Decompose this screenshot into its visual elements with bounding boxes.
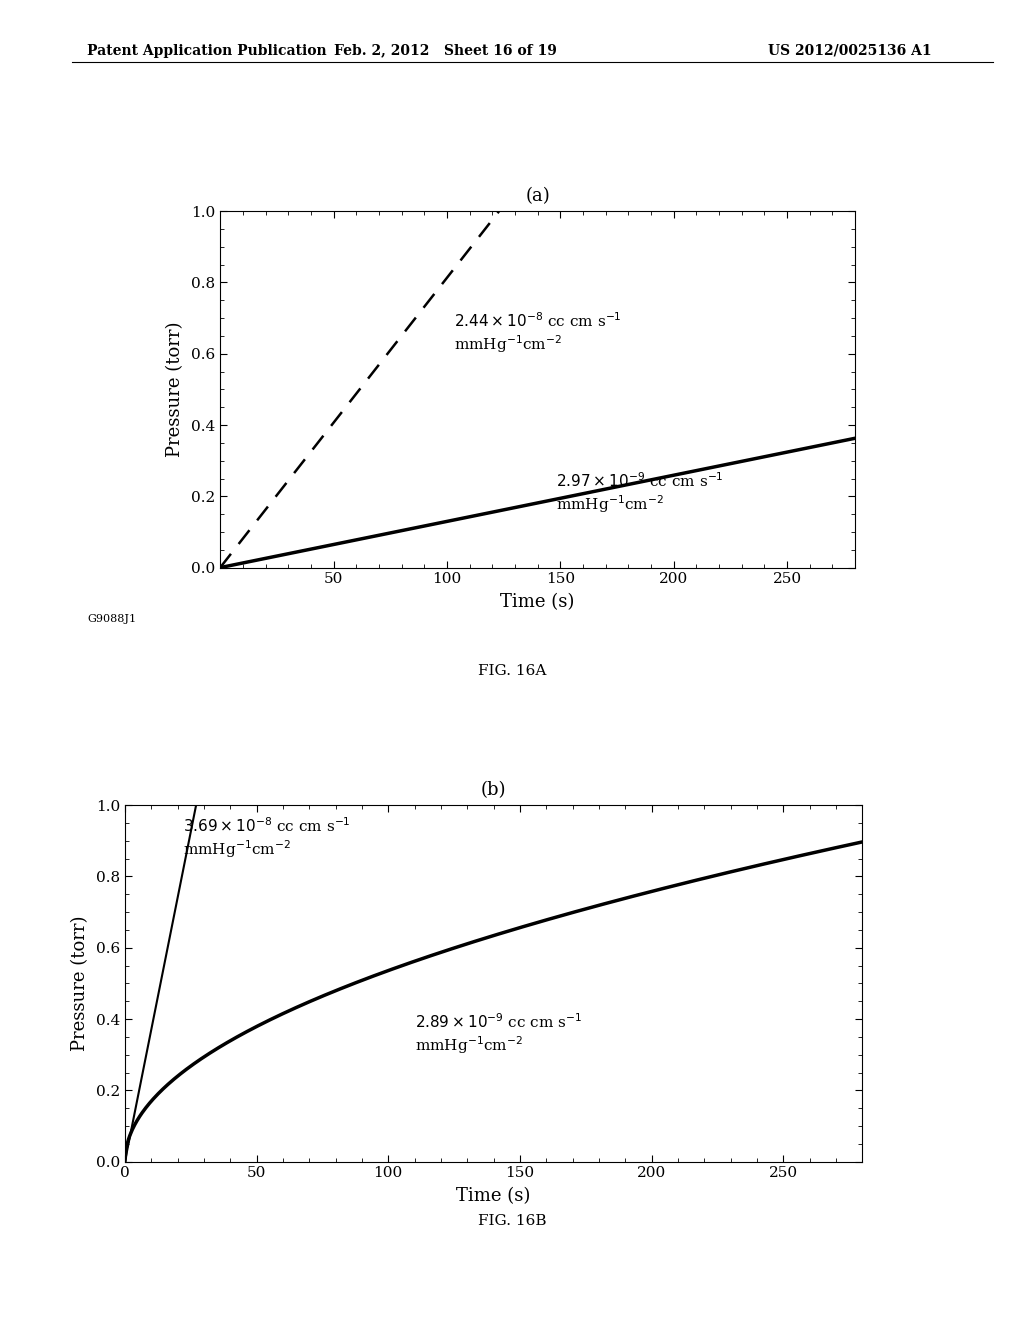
Text: FIG. 16A: FIG. 16A — [478, 664, 546, 678]
Text: US 2012/0025136 A1: US 2012/0025136 A1 — [768, 44, 932, 58]
Text: $3.69 \times 10^{-8}$ cc cm s$^{-1}$
mmHg$^{-1}$cm$^{-2}$: $3.69 \times 10^{-8}$ cc cm s$^{-1}$ mmH… — [183, 816, 350, 859]
X-axis label: Time (s): Time (s) — [501, 594, 574, 611]
Text: G9088J1: G9088J1 — [87, 614, 136, 624]
Y-axis label: Pressure (torr): Pressure (torr) — [71, 916, 89, 1051]
Text: $2.97 \times 10^{-9}$ cc cm s$^{-1}$
mmHg$^{-1}$cm$^{-2}$: $2.97 \times 10^{-9}$ cc cm s$^{-1}$ mmH… — [556, 471, 723, 515]
Text: Patent Application Publication: Patent Application Publication — [87, 44, 327, 58]
Title: (b): (b) — [481, 781, 506, 800]
X-axis label: Time (s): Time (s) — [457, 1188, 530, 1205]
Text: $2.89 \times 10^{-9}$ cc cm s$^{-1}$
mmHg$^{-1}$cm$^{-2}$: $2.89 \times 10^{-9}$ cc cm s$^{-1}$ mmH… — [415, 1012, 582, 1056]
Y-axis label: Pressure (torr): Pressure (torr) — [166, 322, 184, 457]
Text: Feb. 2, 2012   Sheet 16 of 19: Feb. 2, 2012 Sheet 16 of 19 — [334, 44, 557, 58]
Title: (a): (a) — [525, 187, 550, 206]
Text: FIG. 16B: FIG. 16B — [478, 1214, 546, 1229]
Text: $2.44 \times 10^{-8}$ cc cm s$^{-1}$
mmHg$^{-1}$cm$^{-2}$: $2.44 \times 10^{-8}$ cc cm s$^{-1}$ mmH… — [454, 312, 622, 355]
